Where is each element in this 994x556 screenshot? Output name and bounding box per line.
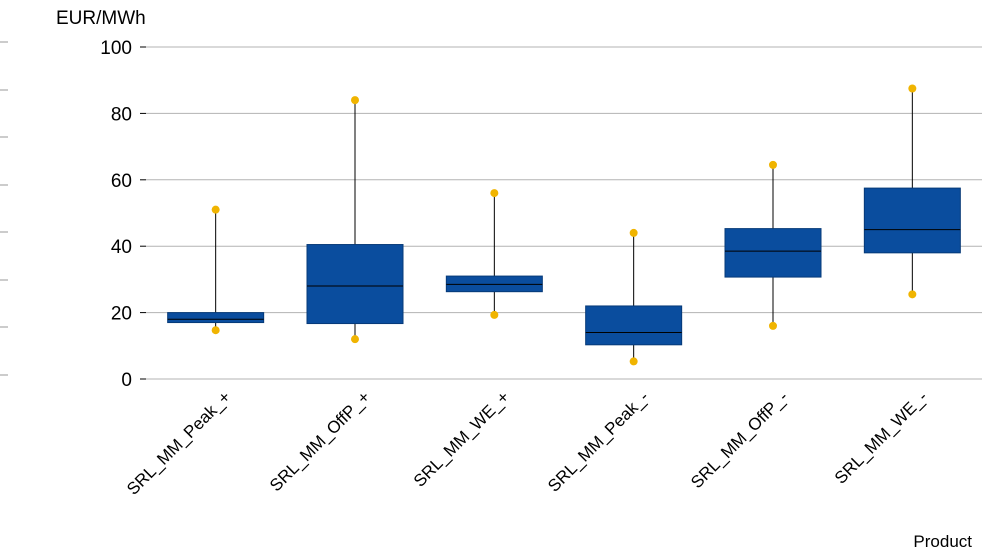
box [306, 244, 404, 325]
min-point [490, 310, 499, 319]
y-tick-label: 60 [111, 171, 132, 192]
y-tick-label: 100 [100, 38, 132, 59]
x-axis-title: Product [913, 532, 972, 551]
max-point [629, 228, 638, 237]
category-label: SRL_MM_OffP_+ [266, 387, 374, 495]
min-point [351, 335, 359, 344]
box [724, 228, 822, 278]
y-axis-title: EUR/MWh [56, 8, 146, 29]
y-tick-label: 20 [111, 304, 132, 325]
box [585, 305, 683, 346]
category-label: SRL_MM_WE_- [831, 387, 931, 487]
box-group [167, 205, 265, 335]
box-group [445, 189, 543, 319]
max-point [351, 96, 359, 105]
box-group [306, 96, 404, 344]
min-point [211, 326, 220, 335]
box-group [863, 84, 961, 299]
min-point [629, 357, 638, 366]
category-label: SRL_MM_Peak_- [544, 387, 652, 495]
category-label: SRL_MM_OffP_- [687, 387, 792, 492]
y-tick-label: 0 [121, 370, 132, 391]
y-tick-label: 40 [111, 237, 132, 258]
box [167, 312, 265, 324]
max-point [908, 84, 917, 93]
box [863, 187, 961, 254]
min-point [908, 290, 917, 299]
max-point [769, 160, 777, 169]
y-tick-label: 80 [111, 104, 132, 125]
box-group [724, 160, 822, 330]
category-label: SRL_MM_WE_+ [410, 387, 513, 490]
box-group [585, 228, 683, 366]
max-point [490, 189, 499, 198]
max-point [211, 205, 220, 214]
category-label: SRL_MM_Peak_+ [123, 387, 234, 498]
min-point [769, 321, 777, 330]
